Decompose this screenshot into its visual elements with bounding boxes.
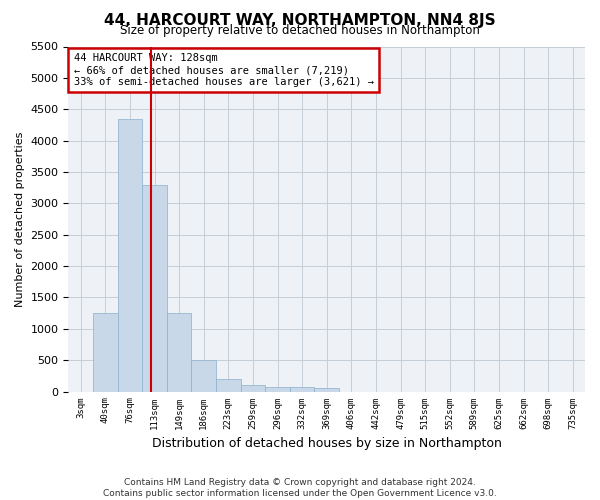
Bar [167,313,191,392]
Text: Size of property relative to detached houses in Northampton: Size of property relative to detached ho… [120,24,480,37]
Y-axis label: Number of detached properties: Number of detached properties [15,132,25,306]
Bar [142,184,167,392]
Bar [191,360,216,392]
Bar [118,118,142,392]
Bar [241,386,265,392]
Text: 44, HARCOURT WAY, NORTHAMPTON, NN4 8JS: 44, HARCOURT WAY, NORTHAMPTON, NN4 8JS [104,12,496,28]
Bar [290,387,314,392]
Bar [93,313,118,392]
Text: Contains HM Land Registry data © Crown copyright and database right 2024.
Contai: Contains HM Land Registry data © Crown c… [103,478,497,498]
Bar [216,379,241,392]
X-axis label: Distribution of detached houses by size in Northampton: Distribution of detached houses by size … [152,437,502,450]
Bar [314,388,339,392]
Text: 44 HARCOURT WAY: 128sqm
← 66% of detached houses are smaller (7,219)
33% of semi: 44 HARCOURT WAY: 128sqm ← 66% of detache… [74,54,374,86]
Bar [265,387,290,392]
